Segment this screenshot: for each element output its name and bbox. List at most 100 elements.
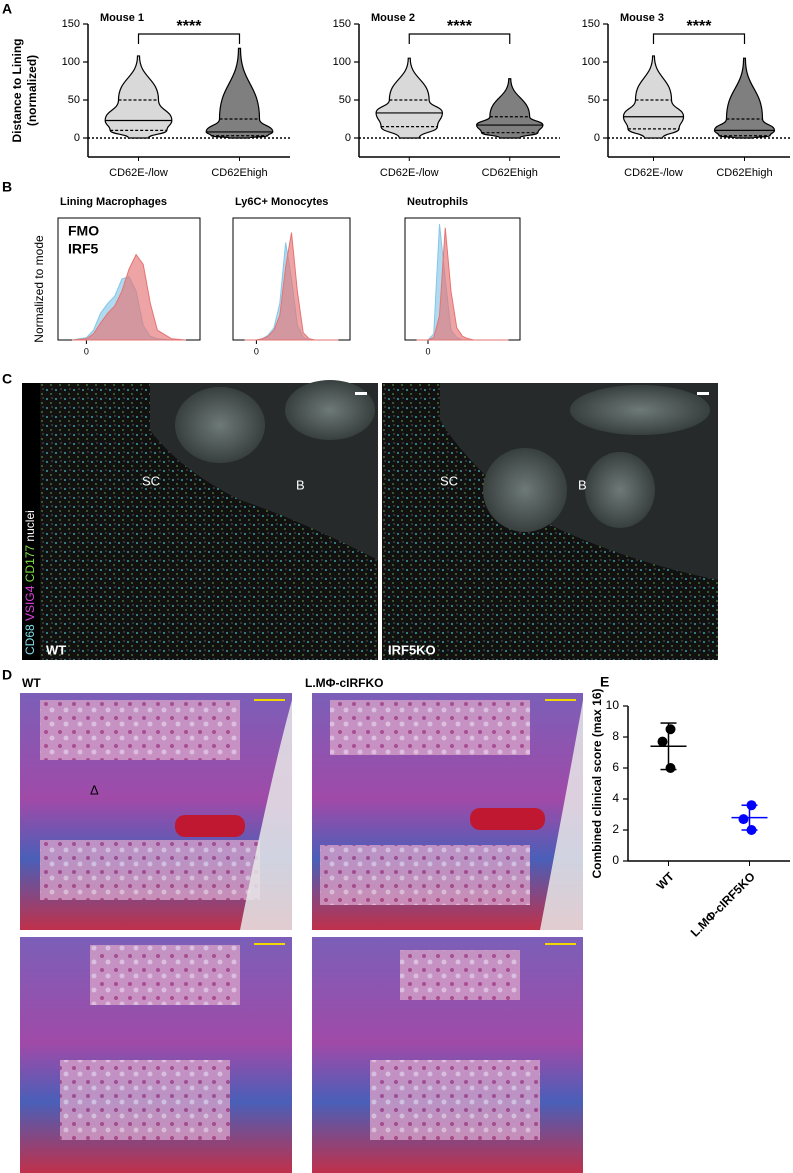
marrow — [40, 700, 240, 760]
violin — [713, 57, 776, 139]
scale-bar — [697, 392, 709, 395]
panel-letter: A — [2, 1, 12, 17]
violin — [475, 78, 544, 139]
bone-region — [570, 385, 710, 435]
background — [540, 700, 583, 930]
stain-strip — [22, 383, 40, 660]
cartilage — [470, 808, 545, 830]
x-tick-label: CD62E-/low — [109, 167, 168, 179]
violin — [104, 55, 173, 139]
significance-bracket — [408, 33, 511, 44]
y-tick-label: 2 — [612, 822, 619, 836]
y-tick-label: 100 — [582, 56, 600, 68]
y-tick-label: 0 — [594, 132, 600, 144]
significance-label: **** — [687, 18, 713, 35]
bone-region — [483, 448, 567, 532]
panel-letter: E — [600, 674, 609, 690]
density-area — [72, 253, 186, 341]
y-tick-label: 150 — [333, 18, 351, 30]
significance-bracket — [137, 33, 241, 44]
chart-title: Mouse 3 — [620, 12, 664, 24]
y-axis-label: (normalized) — [25, 55, 39, 126]
marrow — [330, 700, 530, 755]
group-title: WT — [22, 676, 41, 690]
y-tick-label: 0 — [345, 132, 351, 144]
microscopy-panel: CD68 VSIG4 CD177 nuclei SC B WT SC B IRF… — [22, 380, 718, 660]
data-point — [746, 825, 757, 835]
significance-bracket — [652, 33, 746, 44]
x-tick-label: 0 — [84, 346, 89, 356]
density-area — [416, 224, 509, 341]
plot-frame — [404, 217, 521, 341]
marrow — [370, 1060, 540, 1140]
cartilage — [175, 815, 245, 837]
y-tick-label: 100 — [333, 56, 351, 68]
significance-label: **** — [177, 18, 203, 35]
y-tick-label: 8 — [612, 729, 619, 743]
x-tick-label: CD62Ehigh — [211, 167, 267, 179]
density-area — [416, 227, 509, 341]
data-point — [665, 724, 676, 735]
data-point — [657, 736, 668, 747]
stain-labels: CD68 VSIG4 CD177 nuclei — [23, 510, 37, 655]
y-tick-label: 100 — [62, 56, 80, 68]
group-title: L.MΦ-cIRFKO — [305, 676, 384, 690]
bone-region — [175, 387, 265, 463]
marrow — [320, 845, 530, 905]
density-area — [244, 232, 339, 341]
x-tick-label: 0 — [254, 346, 259, 356]
x-tick-label: CD62Ehigh — [482, 167, 538, 179]
marrow — [90, 945, 240, 1005]
region-label: SC — [440, 473, 458, 488]
genotype-label: IRF5KO — [388, 642, 436, 657]
chart-title: Mouse 2 — [371, 12, 415, 24]
y-tick-label: 6 — [612, 760, 619, 774]
x-tick-label: CD62E-/low — [624, 167, 683, 179]
violin — [205, 47, 274, 139]
stain-label: CD177 — [23, 545, 37, 583]
marker-label: Δ — [90, 782, 99, 797]
y-axis-label: Combined clinical score (max 16) — [590, 688, 604, 878]
legend-entry: FMO — [68, 223, 99, 239]
y-tick-label: 4 — [612, 791, 619, 805]
panel-letter: C — [2, 371, 12, 387]
x-tick-label: L.MΦ-cIRF5KO — [688, 869, 758, 939]
marrow — [400, 950, 520, 1000]
chart-title: Ly6C+ Monocytes — [235, 196, 328, 208]
marrow — [60, 1060, 230, 1140]
x-tick-label: CD62E-/low — [380, 167, 439, 179]
data-point — [738, 814, 749, 825]
y-axis-label: Normalized to mode — [32, 235, 46, 343]
data-point — [665, 763, 676, 773]
data-point — [746, 800, 757, 811]
y-tick-label: 0 — [74, 132, 80, 144]
legend-entry: IRF5 — [68, 241, 99, 257]
panel-letter: D — [2, 667, 12, 683]
y-tick-label: 0 — [612, 853, 619, 867]
bone-region — [585, 452, 655, 528]
scale-bar — [355, 392, 367, 395]
marrow — [40, 840, 260, 900]
bone-region — [285, 380, 375, 440]
y-tick-label: 150 — [582, 18, 600, 30]
chart-title: Mouse 1 — [100, 12, 144, 24]
x-tick-label: CD62Ehigh — [716, 167, 772, 179]
y-tick-label: 50 — [339, 94, 351, 106]
violin — [375, 57, 444, 139]
genotype-label: WT — [46, 642, 66, 657]
y-tick-label: 10 — [606, 698, 620, 712]
panel-letter: B — [2, 179, 12, 195]
stain-label: CD68 — [23, 624, 37, 655]
region-label: B — [296, 477, 305, 492]
x-tick-label: 0 — [425, 346, 430, 356]
y-axis-label: Distance to Lining — [10, 38, 24, 142]
x-tick-label: WT — [654, 869, 678, 893]
region-label: B — [578, 477, 587, 492]
significance-label: **** — [447, 18, 473, 35]
y-tick-label: 50 — [588, 94, 600, 106]
y-tick-label: 50 — [68, 94, 80, 106]
stain-label: VSIG4 — [23, 585, 37, 621]
histology-panel: WT L.MΦ-cIRFKO Δ — [20, 676, 583, 1173]
stain-label: nuclei — [23, 510, 37, 541]
